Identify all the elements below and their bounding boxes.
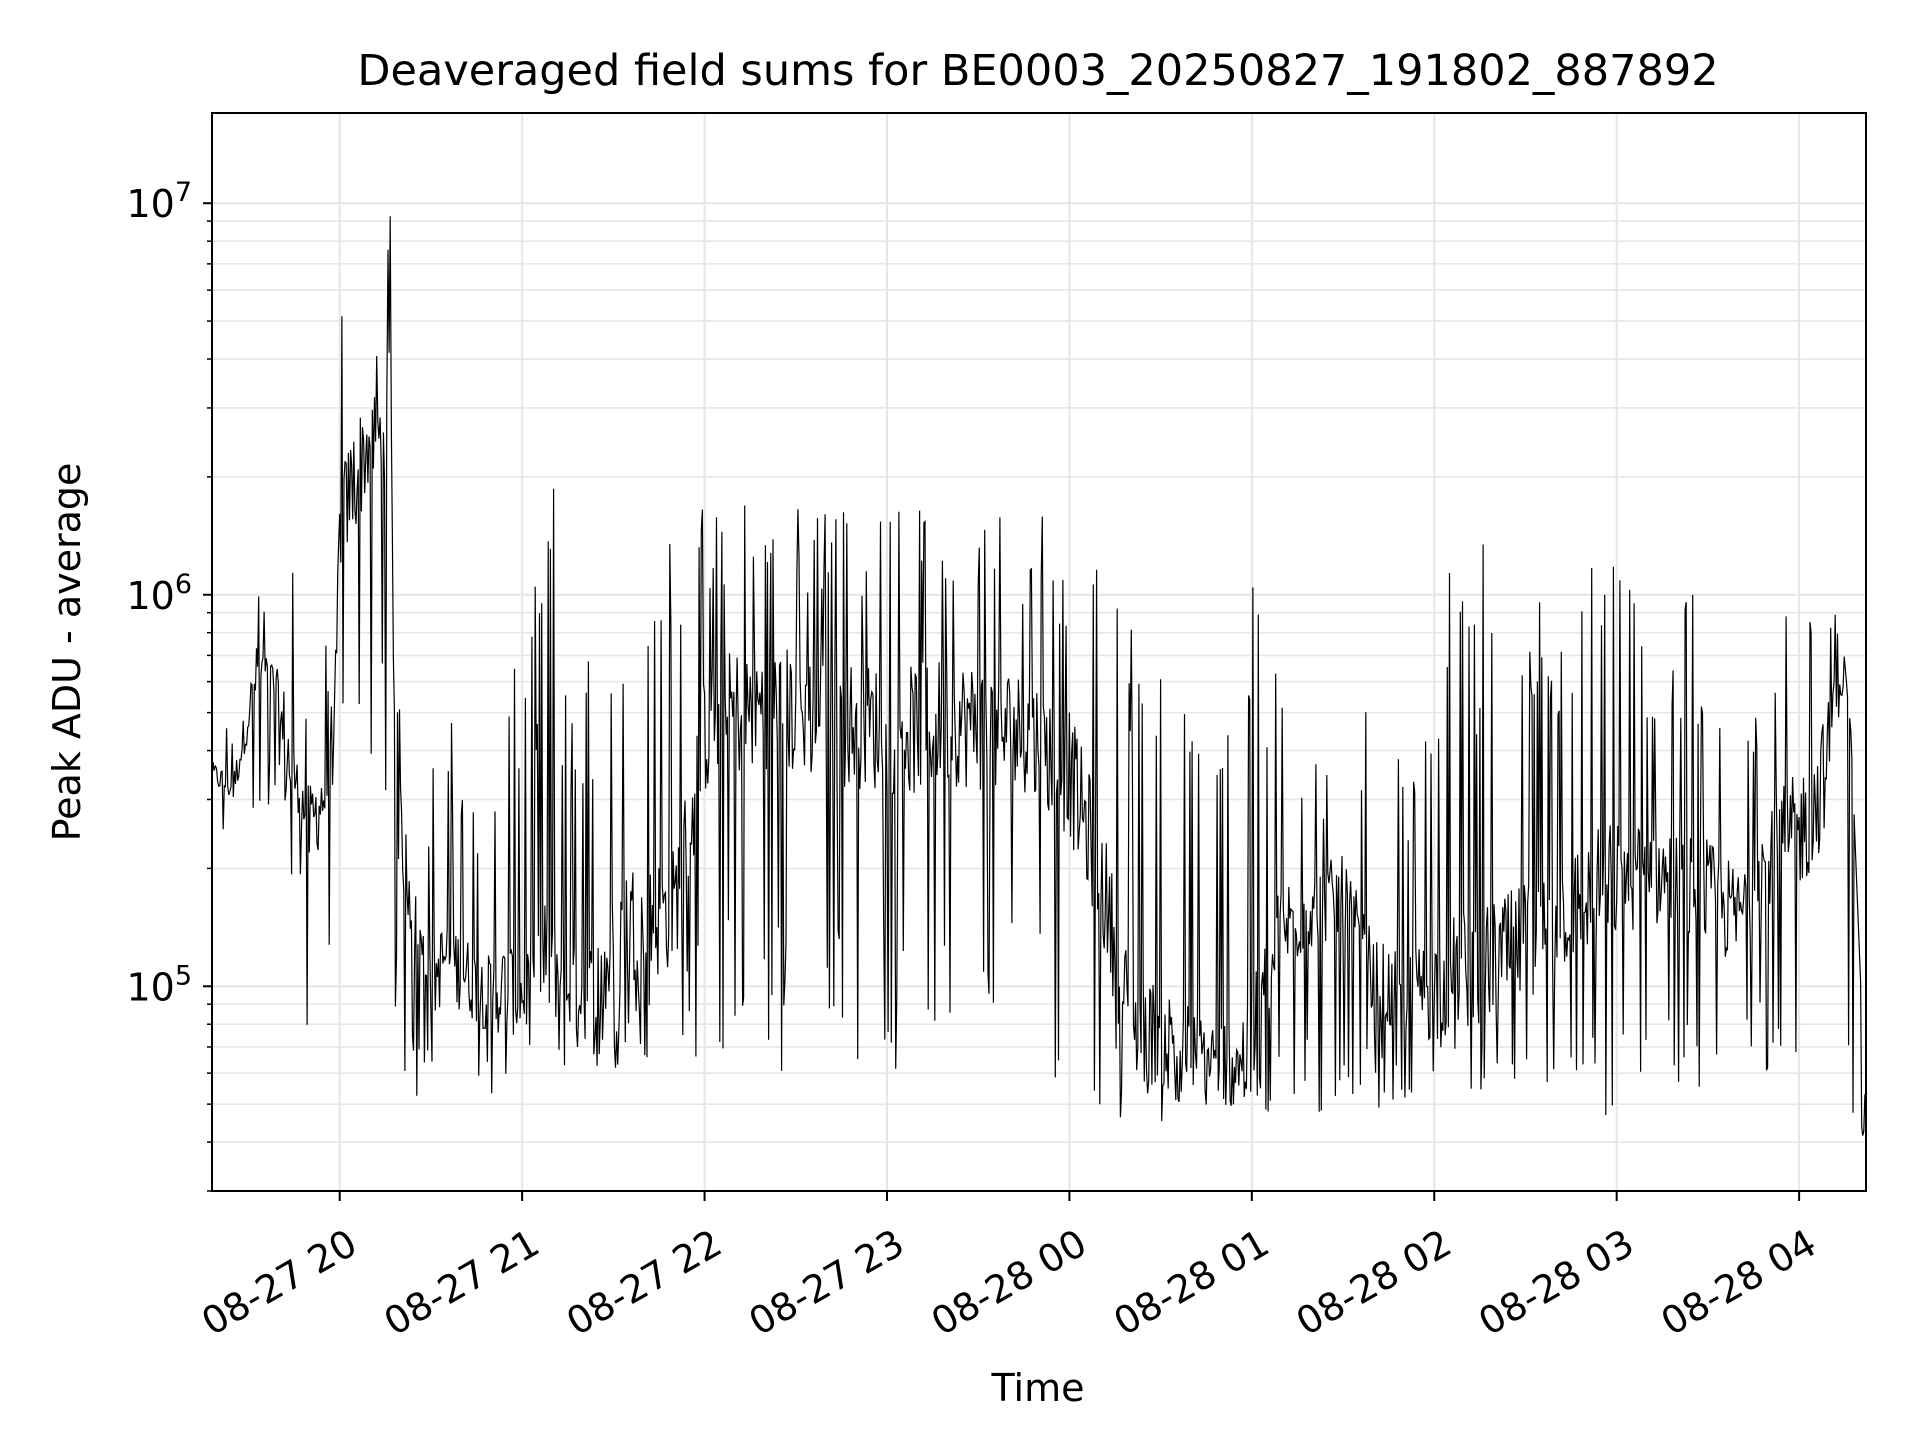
y-tick-label: 106	[126, 569, 192, 618]
y-axis-label: Peak ADU - average	[45, 463, 89, 842]
series-line	[211, 216, 1867, 1136]
chart-title: Deaveraged field sums for BE0003_2025082…	[357, 46, 1718, 96]
y-axis: 105 106 107	[126, 177, 212, 1192]
plot-frame	[211, 112, 1867, 1192]
x-axis-label: Time	[991, 1366, 1085, 1410]
y-tick-label: 107	[126, 177, 192, 226]
y-tick-label: 105	[126, 960, 192, 1009]
series-group	[211, 216, 1867, 1136]
